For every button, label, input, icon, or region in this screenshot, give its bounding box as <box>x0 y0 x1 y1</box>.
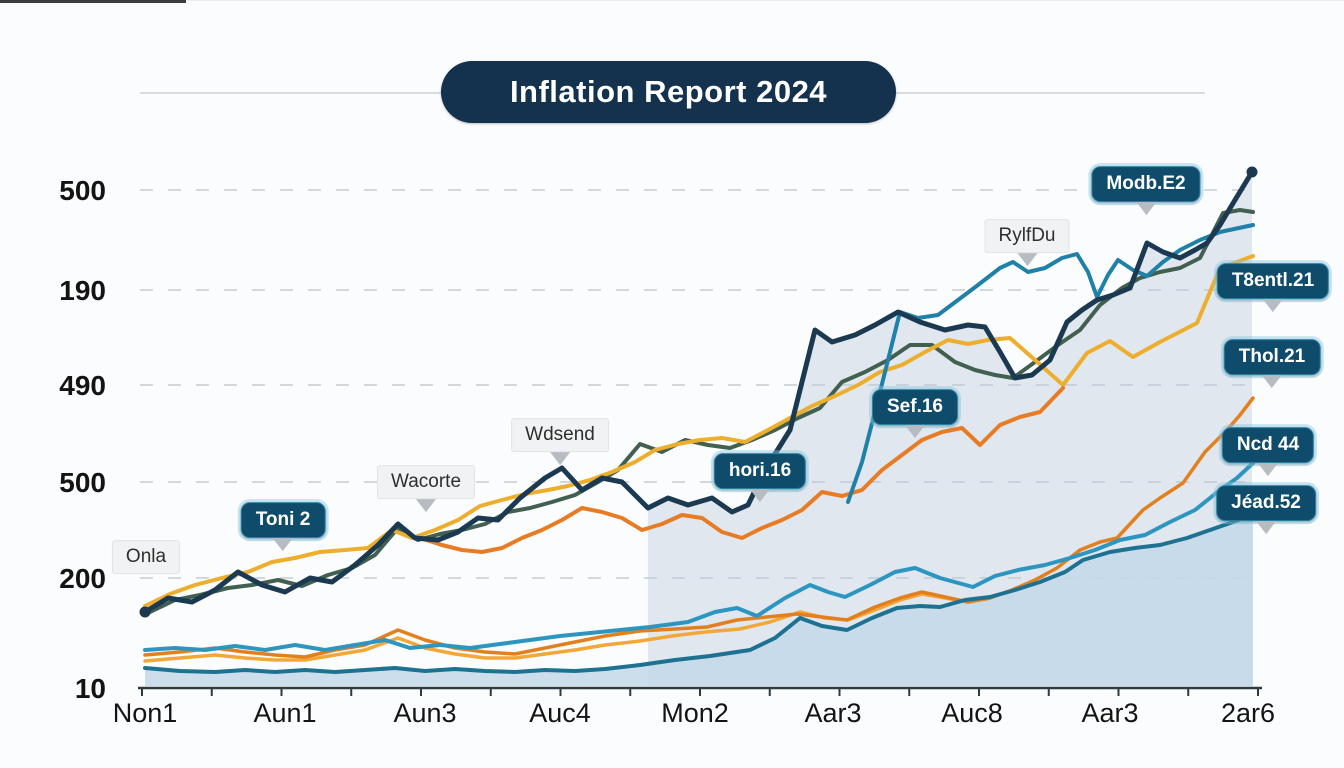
series-bot-amber <box>143 592 992 663</box>
callout-pointer-icon <box>1258 462 1278 476</box>
area-fill-bot-teal <box>145 514 1253 686</box>
callout-label: Onla <box>111 540 181 574</box>
callout-pointer-icon <box>750 488 770 502</box>
callout-label: Wacorte <box>376 465 476 499</box>
chart-title: Inflation Report 2024 <box>509 74 828 109</box>
callout-toni-2: Toni 2 <box>240 502 326 551</box>
series-navy-main-end-dot <box>1246 166 1258 178</box>
callout-pointer-icon <box>1261 374 1282 388</box>
series-bot-teal <box>143 512 1255 674</box>
x-axis-label: Aun3 <box>393 698 456 728</box>
series-navy-main-start-dot <box>139 606 151 618</box>
x-axis-label: Non1 <box>113 698 178 728</box>
callout-thol-21: Thol.21 <box>1223 339 1321 388</box>
callout-t8entl-21: T8entl.21 <box>1216 263 1330 312</box>
y-axis-label: 500 <box>59 467 106 498</box>
callout-label: Ncd 44 <box>1221 427 1315 463</box>
callout-label: Toni 2 <box>240 502 326 538</box>
x-axis-label: Aun1 <box>253 698 316 728</box>
top-left-strip <box>0 0 186 3</box>
series-bot-blue <box>143 461 1255 652</box>
callout-label: RylfDu <box>984 219 1070 253</box>
x-axis-label: Auc8 <box>941 698 1003 728</box>
callout-pointer-icon <box>904 424 925 438</box>
series-navy-main <box>142 169 1255 615</box>
callout-pointer-icon <box>549 451 570 465</box>
x-axis-label: Auc4 <box>529 698 591 728</box>
x-axis-label: Mon2 <box>661 698 729 728</box>
x-axis-label: 2ar6 <box>1221 698 1275 728</box>
callout-hori-16: hori.16 <box>713 453 807 502</box>
callout-rylfdu: RylfDu <box>984 219 1070 266</box>
y-axis-label: 490 <box>59 370 106 401</box>
callout-pointer-icon <box>415 498 436 512</box>
y-axis-label: 200 <box>59 563 106 594</box>
chart-title-pill: Inflation Report 2024 <box>441 61 896 123</box>
top-hairline <box>0 0 1344 1</box>
callout-pointer-icon <box>1255 520 1276 534</box>
callout-label: T8entl.21 <box>1216 263 1330 299</box>
y-axis-label: 190 <box>59 275 106 306</box>
callout-label: Wdsend <box>511 418 609 452</box>
callout-j-ad-52: Jéad.52 <box>1216 485 1316 534</box>
callout-label: Thol.21 <box>1223 339 1321 375</box>
callout-sef-16: Sef.16 <box>872 389 958 438</box>
series-tealblue <box>846 223 1255 504</box>
callout-label: Modb.E2 <box>1091 166 1201 202</box>
callout-wacorte: Wacorte <box>376 465 476 512</box>
y-axis-label: 10 <box>75 673 106 704</box>
callout-pointer-icon <box>1263 298 1283 312</box>
x-axis-label: Aar3 <box>804 698 861 728</box>
callout-ncd-44: Ncd 44 <box>1221 427 1315 476</box>
callout-pointer-icon <box>1135 201 1156 215</box>
callout-modb-e2: Modb.E2 <box>1091 166 1201 215</box>
y-axis-label: 500 <box>59 175 106 206</box>
callout-pointer-icon <box>1016 252 1037 266</box>
callout-label: Jéad.52 <box>1216 485 1316 521</box>
callout-label: Sef.16 <box>872 389 958 425</box>
callout-label: hori.16 <box>713 453 807 489</box>
x-axis-label: Aar3 <box>1081 698 1138 728</box>
callout-wdsend: Wdsend <box>511 418 609 465</box>
callout-onla: Onla <box>111 540 181 574</box>
series-orange-mid <box>418 386 1065 554</box>
callout-pointer-icon <box>272 537 293 551</box>
series-gold <box>143 254 1255 608</box>
